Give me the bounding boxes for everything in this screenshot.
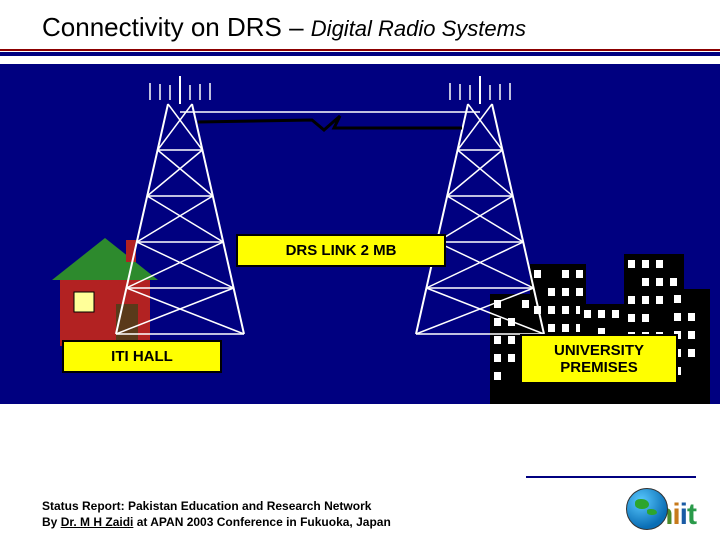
footer-rule	[526, 476, 696, 478]
globe-icon	[626, 488, 668, 530]
title-rule-blue	[0, 52, 720, 56]
diagram-area: DRS LINK 2 MB ITI HALL UNIVERSITYPREMISE…	[0, 64, 720, 404]
niit-logo: niit	[655, 498, 696, 532]
footer-text: Status Report: Pakistan Education and Re…	[42, 498, 391, 530]
title-rule-red	[0, 49, 720, 51]
title-main: Connectivity on DRS –	[42, 12, 311, 42]
iti-hall-label: ITI HALL	[62, 340, 222, 373]
title-sub: Digital Radio Systems	[311, 16, 526, 41]
drs-link-label: DRS LINK 2 MB	[236, 234, 446, 267]
slide: Connectivity on DRS – Digital Radio Syst…	[0, 0, 720, 540]
footer-line1: Status Report: Pakistan Education and Re…	[42, 498, 391, 514]
slide-title: Connectivity on DRS – Digital Radio Syst…	[0, 0, 720, 47]
university-label: UNIVERSITYPREMISES	[520, 334, 678, 384]
footer-line2: By Dr. M H Zaidi at APAN 2003 Conference…	[42, 514, 391, 530]
